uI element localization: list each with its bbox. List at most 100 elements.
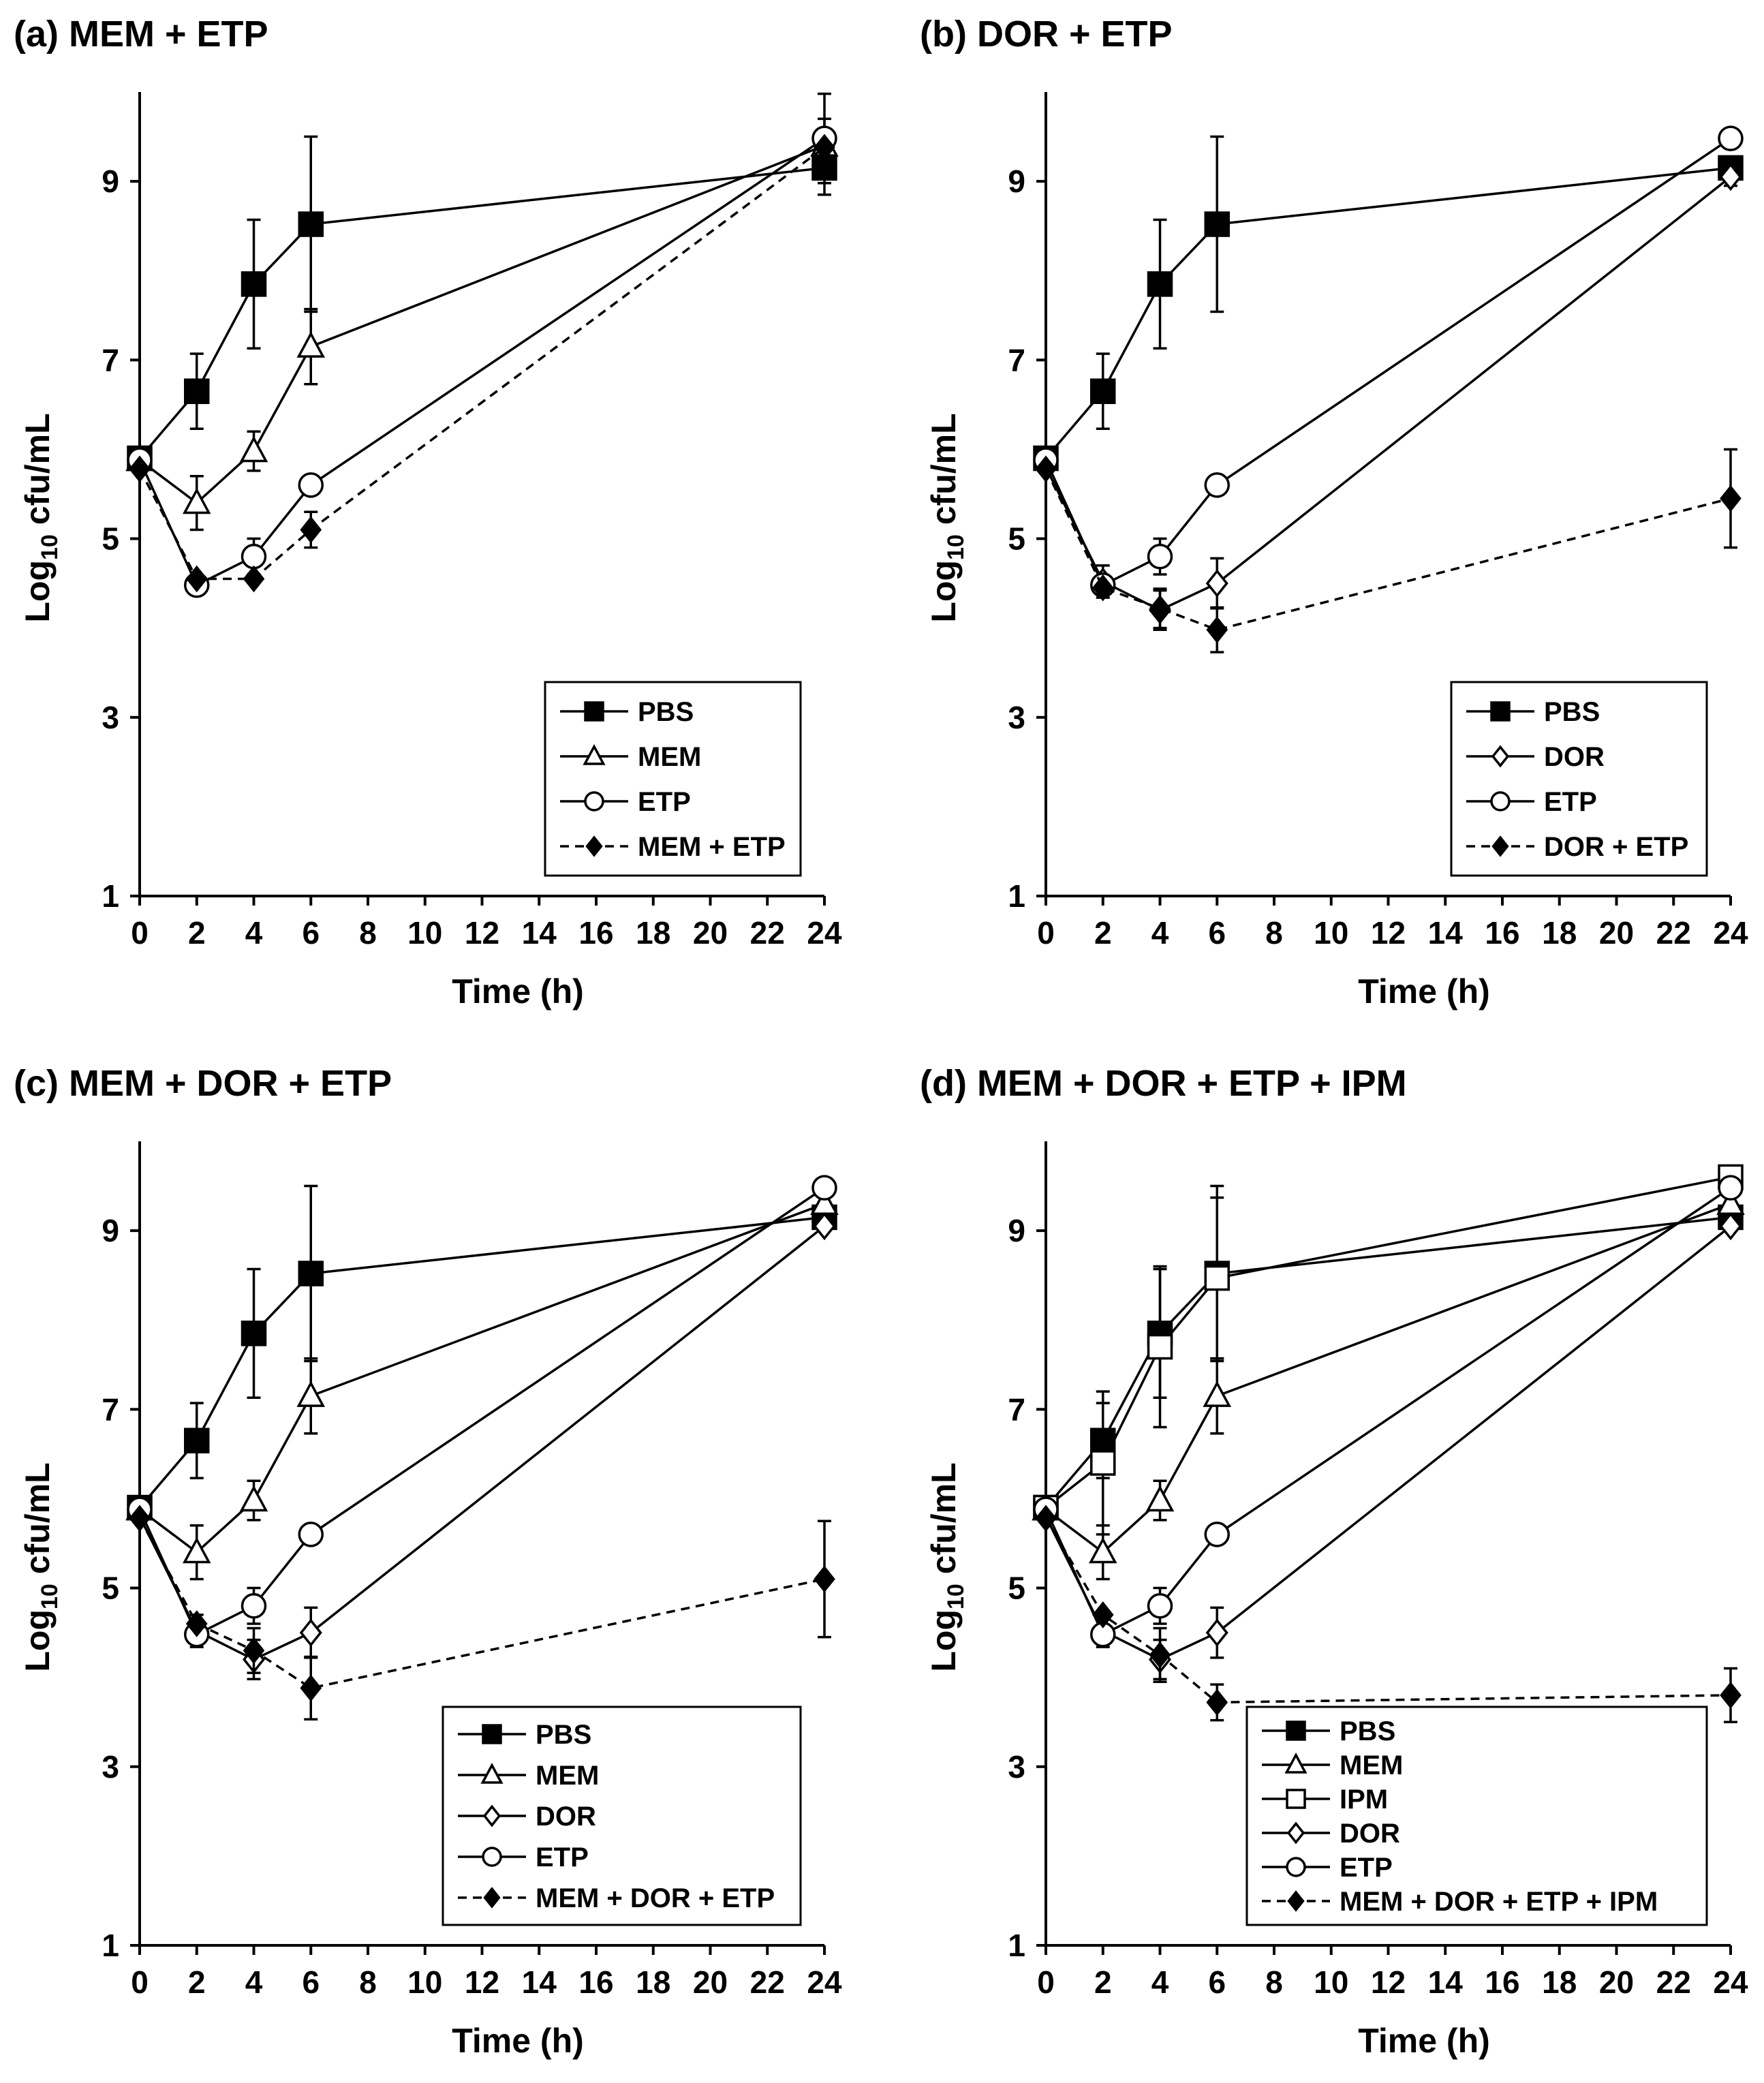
data-point (298, 1261, 324, 1286)
y-tick-label: 3 (102, 1749, 119, 1785)
x-tick-label: 16 (1485, 915, 1519, 951)
panel-title: (b) DOR + ETP (920, 14, 1173, 55)
data-point (1147, 1333, 1173, 1360)
data-point (1720, 1682, 1742, 1709)
data-point (241, 1593, 267, 1619)
legend-item-pbs: PBS (1262, 1716, 1395, 1746)
series-pbs (1033, 1184, 1744, 1521)
x-tick-label: 4 (1151, 1964, 1169, 2000)
x-tick-label: 6 (1208, 1964, 1226, 2000)
legend-label: ETP (1544, 787, 1597, 817)
legend-label: PBS (1340, 1716, 1395, 1746)
x-tick-label: 20 (693, 1964, 728, 2000)
data-point (1147, 544, 1173, 570)
y-tick-label: 9 (102, 1213, 119, 1248)
series-etp (1033, 125, 1744, 598)
x-tick-label: 12 (1371, 915, 1406, 951)
x-tick-label: 24 (1713, 915, 1748, 951)
x-tick-label: 2 (188, 915, 206, 951)
data-point (814, 1565, 835, 1593)
y-axis-title: Log10 cfu/mL (18, 1462, 63, 1671)
series-line (1045, 1225, 1732, 1661)
legend-label: DOR (1544, 742, 1605, 772)
data-point (814, 134, 835, 161)
data-point (1204, 472, 1230, 498)
x-axis-title: Time (h) (1358, 972, 1490, 1010)
legend-marker (482, 1724, 502, 1744)
data-point (1090, 378, 1116, 404)
legend-label: ETP (536, 1842, 589, 1872)
panel-title: (c) MEM + DOR + ETP (14, 1063, 392, 1104)
x-tick-label: 6 (302, 915, 320, 951)
data-point (241, 1321, 267, 1346)
data-point (1147, 271, 1173, 297)
panel-c: (c) MEM + DOR + ETP Time (h) Log10 cfu/m… (14, 1063, 842, 2060)
legend-marker (480, 1763, 504, 1784)
x-tick-label: 14 (522, 1964, 557, 2000)
x-tick-label: 6 (302, 1964, 320, 2000)
legend-item-mem: MEM (1262, 1750, 1403, 1780)
legend: PBS MEM DOR ETP MEM + DOR + ETP (442, 1706, 802, 1926)
data-point (185, 565, 208, 593)
series-line (1045, 166, 1731, 459)
x-tick-label: 16 (578, 1964, 613, 2000)
legend: PBS DOR ETP DOR + ETP (1450, 681, 1708, 877)
x-tick-label: 8 (359, 1964, 377, 2000)
y-tick-label: 9 (1008, 1213, 1025, 1248)
x-tick-label: 22 (750, 1964, 785, 2000)
data-point (1092, 1601, 1114, 1629)
x-tick-label: 24 (807, 1964, 842, 2000)
legend-label: DOR + ETP (1544, 832, 1688, 862)
legend-marker (483, 1887, 501, 1909)
legend-marker (584, 791, 604, 812)
legend-marker (1490, 701, 1511, 722)
panel-title: (d) MEM + DOR + ETP + IPM (920, 1063, 1407, 1104)
x-tick-label: 0 (131, 1964, 149, 2000)
x-tick-label: 10 (407, 1964, 442, 2000)
series-etp (1033, 1175, 1744, 1648)
series-pbs (127, 135, 837, 472)
data-point (1092, 574, 1114, 602)
data-point (184, 378, 210, 404)
x-tick-label: 12 (465, 915, 499, 951)
series-mem-dor-etp (129, 1505, 835, 1721)
legend-marker (482, 1847, 502, 1867)
x-tick-label: 18 (1542, 1964, 1577, 2000)
data-point (1088, 1537, 1117, 1564)
series-dor (1034, 162, 1742, 632)
series-mem (125, 1188, 839, 1581)
legend-item-etp: ETP (1262, 1853, 1393, 1883)
x-tick-label: 0 (1037, 915, 1055, 951)
series-dor-etp (1035, 448, 1742, 653)
x-tick-label: 8 (1265, 915, 1283, 951)
series-line (138, 1225, 826, 1661)
x-tick-label: 18 (1542, 915, 1577, 951)
legend-marker (1287, 1890, 1305, 1912)
legend-label: MEM (536, 1761, 599, 1791)
legend-label: ETP (638, 787, 691, 817)
legend-marker (1490, 791, 1511, 812)
series-line (138, 144, 825, 505)
legend-item-mem: MEM (560, 742, 701, 772)
data-point (299, 1618, 322, 1647)
legend-item-dor: DOR (458, 1802, 596, 1832)
data-point (296, 331, 326, 358)
legend: PBS MEM IPM DOR ETP MEM + DOR + ETP + IPM (1245, 1706, 1708, 1926)
legend-label: MEM + ETP (638, 832, 786, 862)
legend-label: PBS (638, 697, 694, 727)
series-line (1045, 1216, 1731, 1509)
x-tick-label: 16 (1485, 1964, 1519, 2000)
series-line (138, 146, 826, 581)
y-tick-label: 3 (1008, 1749, 1025, 1785)
legend-item-etp: ETP (560, 787, 691, 817)
y-tick-label: 5 (102, 1571, 119, 1606)
data-point (1149, 595, 1171, 622)
x-tick-label: 10 (1314, 1964, 1348, 2000)
series-mem-dor-etp-ipm (1035, 1505, 1742, 1723)
data-point (239, 1485, 268, 1512)
y-axis-title: Log10 cfu/mL (925, 1462, 969, 1671)
series-mem (125, 117, 839, 531)
y-tick-label: 1 (102, 878, 119, 914)
data-point (1206, 616, 1228, 644)
data-point (298, 472, 324, 498)
